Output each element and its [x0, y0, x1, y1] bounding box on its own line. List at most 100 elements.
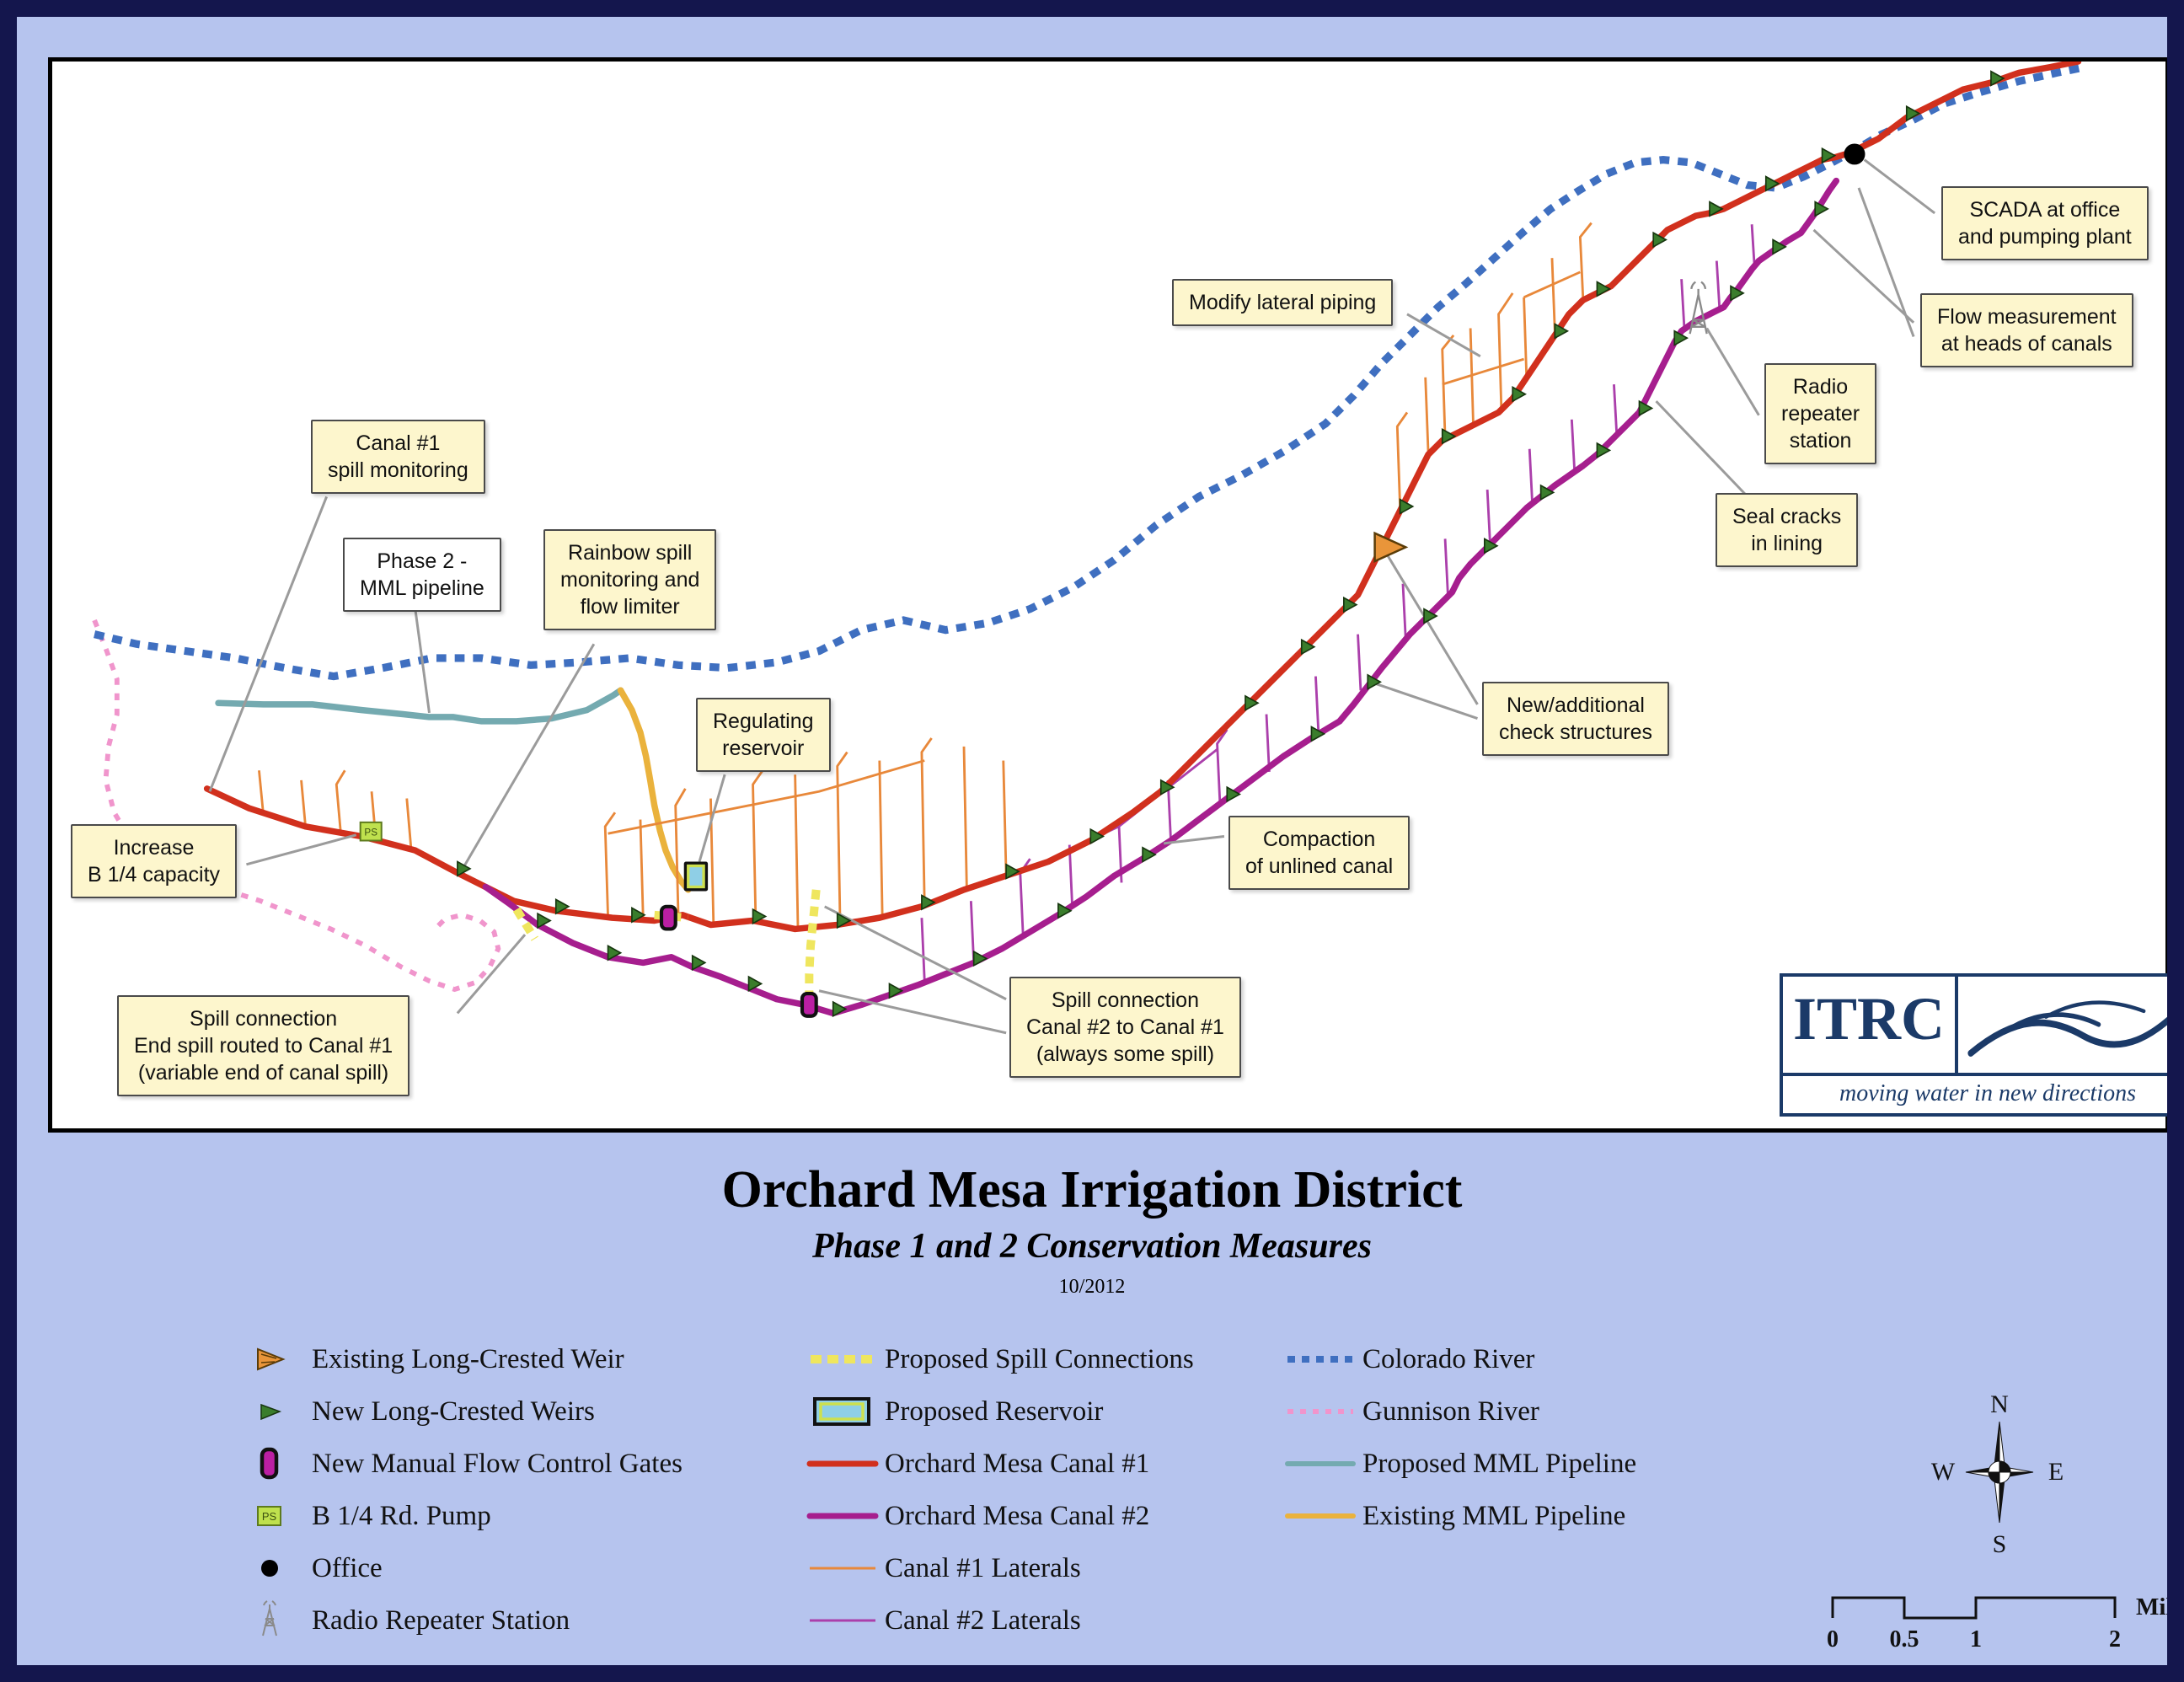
radio-repeater-marker [1689, 281, 1708, 335]
legend-label: Existing MML Pipeline [1362, 1500, 1626, 1531]
map-panel: PS Canal #1 spill monitoring Phase 2 - M… [48, 57, 2167, 1133]
compass-rose: N W E S [1928, 1384, 2071, 1565]
office-marker [1844, 143, 1866, 165]
legend-item-canal1: Orchard Mesa Canal #1 [800, 1438, 1194, 1490]
flow-gate-icon [228, 1445, 312, 1482]
legend-item-proposed-mml: Proposed MML Pipeline [1278, 1438, 1636, 1490]
canal2-line-icon [800, 1510, 885, 1522]
legend-item-canal2-laterals: Canal #2 Laterals [800, 1594, 1194, 1647]
compass-star [1965, 1421, 2034, 1524]
reservoir-marker [683, 861, 709, 892]
legend-label: Existing Long-Crested Weir [312, 1343, 624, 1374]
legend-label: New Manual Flow Control Gates [312, 1448, 682, 1479]
callout-phase2-mml-pipeline: Phase 2 - MML pipeline [343, 538, 501, 612]
callout-scada: SCADA at office and pumping plant [1941, 186, 2149, 260]
callout-compaction: Compaction of unlined canal [1228, 816, 1410, 890]
existing-weir-icon [228, 1344, 312, 1374]
scale-bar-line [1831, 1596, 2117, 1620]
flow-control-gates [659, 904, 818, 1018]
pump-marker: PS [359, 821, 383, 842]
legend-item-gunnison-river: Gunnison River [1278, 1385, 1636, 1438]
callout-seal-cracks: Seal cracks in lining [1716, 493, 1859, 567]
legend-label: Office [312, 1552, 383, 1583]
proposed-mml-icon [1278, 1459, 1362, 1469]
scale-tick-2: 2 [2109, 1626, 2121, 1653]
page-date: 10/2012 [1058, 1275, 1126, 1298]
callout-modify-lateral-piping: Modify lateral piping [1172, 279, 1394, 326]
legend-item-new-weir: New Long-Crested Weirs [228, 1385, 682, 1438]
legend-column-symbols: Existing Long-Crested Weir New Long-Cres… [228, 1333, 682, 1647]
legend-item-existing-mml: Existing MML Pipeline [1278, 1490, 1636, 1542]
pump-marker-label: PS [364, 828, 377, 838]
colorado-river-icon [1278, 1353, 1362, 1365]
legend-item-spill-connections: Proposed Spill Connections [800, 1333, 1194, 1385]
legend-item-colorado-river: Colorado River [1278, 1333, 1636, 1385]
legend-item-flow-gate: New Manual Flow Control Gates [228, 1438, 682, 1490]
canal1-path [203, 62, 2082, 933]
legend-label: Orchard Mesa Canal #1 [885, 1448, 1150, 1479]
page-subtitle: Phase 1 and 2 Conservation Measures [812, 1227, 1372, 1267]
gunnison-river-path [92, 619, 501, 993]
office-icon [228, 1556, 312, 1581]
scale-tick-1: 1 [1970, 1626, 1982, 1653]
spill-connection-icon [800, 1351, 885, 1368]
compass-north-label: N [1990, 1390, 2009, 1418]
radio-tower-icon [228, 1600, 312, 1641]
callout-radio-repeater: Radio repeater station [1764, 363, 1877, 464]
callout-rainbow-spill: Rainbow spill monitoring and flow limite… [543, 529, 717, 630]
legend-label: Radio Repeater Station [312, 1604, 570, 1636]
page-title: Orchard Mesa Irrigation District [721, 1161, 1463, 1219]
legend-column-rivers: Colorado River Gunnison River Proposed M… [1278, 1333, 1636, 1542]
itrc-wordmark: ITRC [1783, 977, 1959, 1073]
irrigation-map-svg: PS [92, 62, 2086, 1035]
compass-east-label: E [2048, 1458, 2064, 1486]
legend-item-radio-repeater: Radio Repeater Station [228, 1594, 682, 1647]
callout-check-structures: New/additional check structures [1482, 682, 1670, 756]
legend-item-pump: PS B 1/4 Rd. Pump [228, 1490, 682, 1542]
canal1-line-icon [800, 1458, 885, 1470]
gunnison-river-icon [1278, 1406, 1362, 1417]
scale-tick-05: 0.5 [1890, 1626, 1919, 1653]
callout-canal1-spill-monitoring: Canal #1 spill monitoring [311, 420, 485, 494]
callout-increase-b14-capacity: Increase B 1/4 capacity [71, 824, 238, 898]
callout-regulating-reservoir: Regulating reservoir [696, 698, 831, 772]
scale-bar: 0 0.5 1 2 Miles [1820, 1589, 2167, 1665]
legend-label: Canal #1 Laterals [885, 1552, 1081, 1583]
legend-label: Gunnison River [1362, 1395, 1539, 1427]
legend-item-canal1-laterals: Canal #1 Laterals [800, 1542, 1194, 1594]
lateral2-line-icon [800, 1616, 885, 1625]
compass-west-label: W [1931, 1458, 1956, 1486]
reservoir-icon [800, 1395, 885, 1428]
existing-mml-icon [1278, 1511, 1362, 1521]
legend-label: B 1/4 Rd. Pump [312, 1500, 491, 1531]
legend-label: Colorado River [1362, 1343, 1535, 1374]
proposed-mml-pipeline-path [215, 687, 624, 725]
callout-flow-measurement: Flow measurement at heads of canals [1920, 293, 2133, 367]
new-weir-icon [228, 1400, 312, 1423]
legend-item-canal2: Orchard Mesa Canal #2 [800, 1490, 1194, 1542]
itrc-logo: ITRC moving water in new directions [1780, 973, 2167, 1117]
lateral1-line-icon [800, 1564, 885, 1572]
pump-icon-label: PS [262, 1510, 277, 1523]
existing-mml-pipeline-path [617, 687, 692, 893]
legend-label: Proposed Reservoir [885, 1395, 1104, 1427]
legend-column-canals: Proposed Spill Connections Proposed Rese… [800, 1333, 1194, 1647]
legend-label: Proposed MML Pipeline [1362, 1448, 1637, 1479]
compass-south-label: S [1993, 1530, 2007, 1558]
legend-label: New Long-Crested Weirs [312, 1395, 595, 1427]
callout-spill-connection-c2-c1: Spill connection Canal #2 to Canal #1 (a… [1009, 977, 1241, 1078]
title-block: Orchard Mesa Irrigation District Phase 1… [17, 1161, 2167, 1299]
legend-label: Canal #2 Laterals [885, 1604, 1081, 1636]
legend-item-office: Office [228, 1542, 682, 1594]
legend: Existing Long-Crested Weir New Long-Cres… [228, 1333, 1871, 1665]
legend-item-existing-weir: Existing Long-Crested Weir [228, 1333, 682, 1385]
callout-spill-connection-end: Spill connection End spill routed to Can… [117, 995, 410, 1096]
legend-label: Proposed Spill Connections [885, 1343, 1194, 1374]
itrc-waves-icon [1958, 977, 2167, 1073]
legend-label: Orchard Mesa Canal #2 [885, 1500, 1150, 1531]
legend-item-proposed-reservoir: Proposed Reservoir [800, 1385, 1194, 1438]
existing-weir-marker [1373, 531, 1409, 563]
scale-tick-0: 0 [1827, 1626, 1839, 1653]
itrc-tagline: moving water in new directions [1783, 1072, 2167, 1113]
